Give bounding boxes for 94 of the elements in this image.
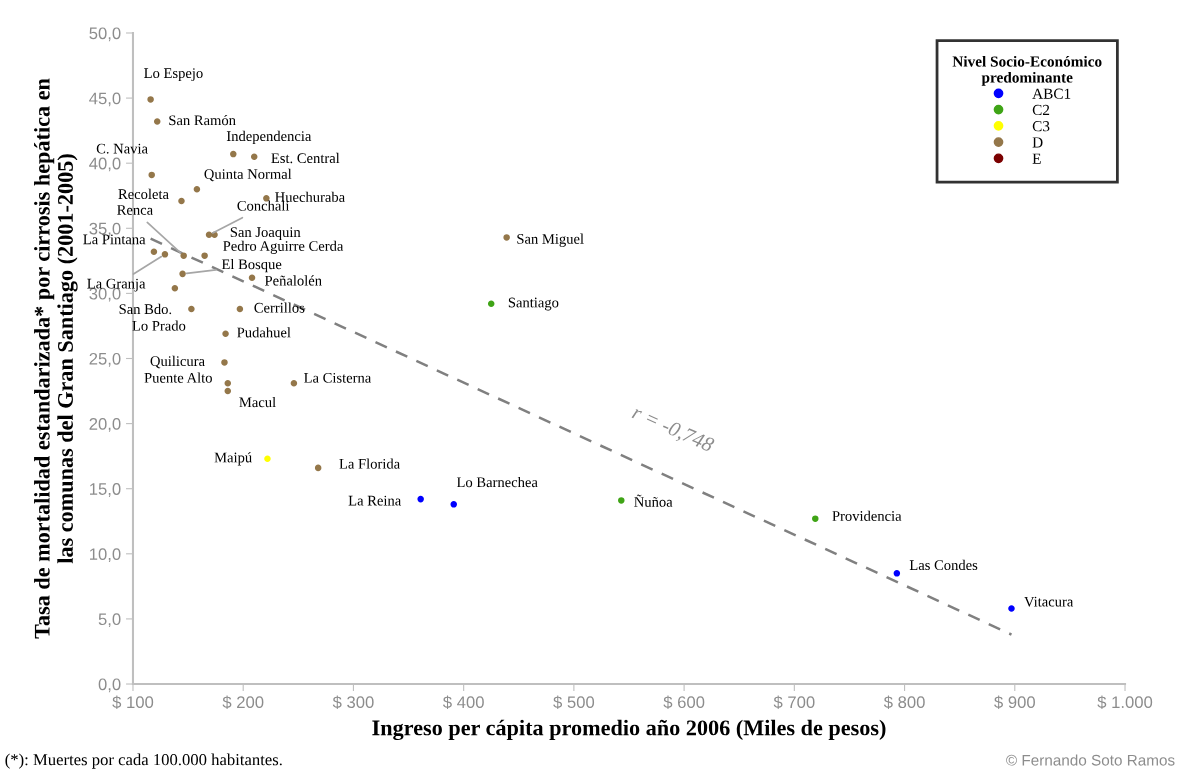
point bbox=[264, 455, 271, 463]
y-tick-label: 45,0 bbox=[89, 92, 121, 107]
annotation: Vitacura bbox=[1024, 596, 1074, 607]
x-axis-title: Ingreso per cápita promedio año 2006 (Miles de pesos) bbox=[372, 719, 886, 741]
x-tick-label: $ 1.000 bbox=[1097, 695, 1153, 710]
y-axis-title: Tasa de mortalidad estandarizada* por cirrosis hepática en las comunas del Gran Santiago (2001-2005) bbox=[34, 78, 78, 639]
annotation: La Florida bbox=[339, 458, 400, 469]
y-tick-label: 0,0 bbox=[98, 678, 121, 693]
annotation: Quilicura bbox=[150, 355, 205, 369]
annotation: Lo Espejo bbox=[144, 68, 203, 81]
point bbox=[188, 305, 195, 313]
point bbox=[205, 231, 213, 239]
annotation: Peñalolén bbox=[264, 275, 322, 286]
x-tick-label: $ 900 bbox=[994, 695, 1035, 710]
point bbox=[178, 197, 185, 205]
point bbox=[450, 501, 457, 508]
point bbox=[417, 495, 424, 503]
point bbox=[171, 284, 179, 292]
annotation: Santiago bbox=[508, 297, 559, 311]
annotation: Ñuñoa bbox=[634, 494, 673, 507]
annotation: San Miguel bbox=[517, 233, 584, 247]
annotation: San Joaquin bbox=[230, 227, 301, 241]
point bbox=[487, 300, 495, 308]
point bbox=[193, 185, 201, 193]
point bbox=[236, 305, 244, 313]
point bbox=[180, 252, 187, 259]
legend-label: E bbox=[1032, 153, 1041, 164]
point bbox=[201, 252, 208, 259]
y-tick-label: 10,0 bbox=[90, 548, 121, 562]
legend-title: Nivel Socio-Económico predominante bbox=[952, 55, 1102, 86]
annotation: Renca bbox=[117, 205, 153, 215]
annotation: Pudahuel bbox=[237, 327, 291, 338]
annotation: San Bdo. bbox=[119, 303, 172, 315]
annotation: Macul bbox=[239, 396, 276, 408]
text: © Fernando Soto Ramos bbox=[1006, 754, 1175, 766]
point bbox=[179, 270, 186, 278]
point bbox=[222, 330, 229, 338]
annotation: Cerrillos bbox=[254, 302, 305, 313]
y-tick-label: 5,0 bbox=[98, 613, 121, 628]
x-tick-label: $ 500 bbox=[553, 695, 595, 710]
annotation: Est. Central bbox=[271, 152, 340, 164]
point bbox=[224, 387, 232, 395]
legend-label: C3 bbox=[1032, 121, 1050, 132]
point bbox=[147, 96, 154, 103]
annotation: Las Condes bbox=[909, 559, 978, 571]
point bbox=[224, 379, 232, 387]
annotation: La Reina bbox=[348, 495, 402, 506]
point bbox=[148, 171, 155, 179]
point bbox=[893, 570, 901, 577]
point bbox=[314, 464, 322, 472]
annotation: Lo Barnechea bbox=[456, 476, 538, 488]
y-tick-label: 25,0 bbox=[89, 352, 121, 367]
annotation: C. Navia bbox=[96, 143, 148, 154]
point bbox=[221, 359, 228, 366]
x-tick-label: $ 400 bbox=[442, 695, 484, 710]
point bbox=[248, 274, 256, 282]
annotation: r = -0,748 bbox=[630, 404, 716, 456]
x-tick-label: $ 100 bbox=[112, 695, 154, 710]
annotation: Lo Prado bbox=[132, 320, 186, 331]
annotation: Pedro Aguirre Cerda bbox=[223, 240, 344, 254]
annotation: Maipú bbox=[214, 452, 252, 466]
annotation: Recoleta bbox=[118, 188, 169, 200]
annotation: San Ramón bbox=[169, 114, 236, 126]
y-tick-label: 50,0 bbox=[89, 27, 121, 42]
annotation: Conchali bbox=[237, 200, 290, 211]
x-tick-label: $ 700 bbox=[773, 695, 815, 710]
annotation: El Bosque bbox=[221, 258, 282, 273]
point bbox=[290, 379, 298, 387]
annotation: Puente Alto bbox=[144, 372, 212, 383]
point bbox=[161, 251, 169, 258]
legend-label: D bbox=[1032, 137, 1043, 148]
point bbox=[812, 515, 819, 522]
x-tick-label: $ 300 bbox=[332, 695, 374, 710]
annotation: La Cisterna bbox=[304, 372, 372, 383]
point bbox=[153, 118, 161, 125]
legend-label: C2 bbox=[1032, 104, 1050, 116]
point bbox=[230, 150, 237, 158]
text: (*): Muertes por cada 100.000 habitantes. bbox=[5, 753, 282, 769]
y-tick-label: 15,0 bbox=[90, 483, 121, 497]
point bbox=[250, 153, 258, 160]
point bbox=[503, 234, 510, 241]
x-tick-label: $ 800 bbox=[883, 695, 925, 710]
y-tick-label: 20,0 bbox=[89, 418, 121, 432]
legend-label: ABC1 bbox=[1032, 88, 1071, 99]
point bbox=[1008, 605, 1015, 612]
annotation: Quinta Normal bbox=[204, 168, 292, 182]
annotation: Independencia bbox=[226, 130, 312, 145]
point bbox=[618, 497, 625, 504]
x-tick-label: $ 200 bbox=[222, 695, 264, 710]
y-tick-label: 40,0 bbox=[89, 157, 121, 172]
annotation: Huechuraba bbox=[275, 191, 345, 202]
annotation: Providencia bbox=[832, 510, 902, 521]
x-tick-label: $ 600 bbox=[663, 695, 705, 710]
point bbox=[150, 248, 158, 255]
